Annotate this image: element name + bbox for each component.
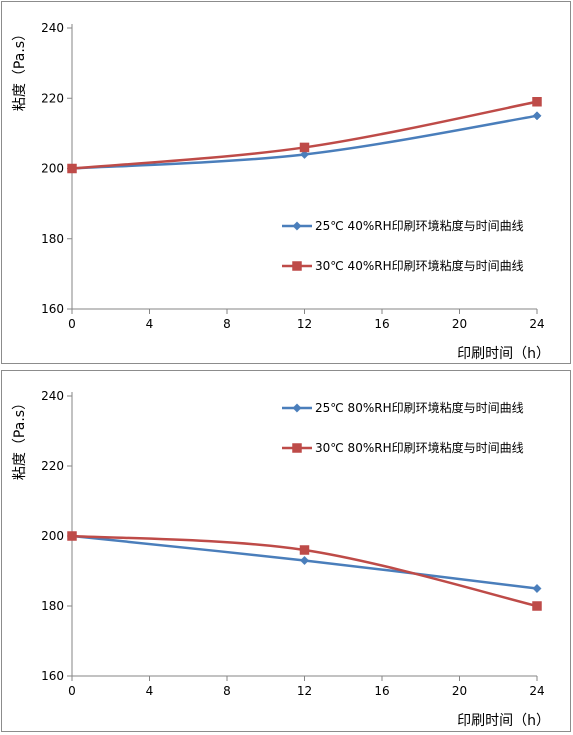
top-chart-x-tick-label: 0 (68, 317, 76, 331)
top-chart-x-tick-label: 24 (529, 317, 544, 331)
top-chart-y-tick-label: 180 (41, 232, 64, 246)
chart-bottom-svg: 160 180 200 220 240 0 4 8 12 16 20 24 印刷时间（h） 粘度（Pa.s… (12, 389, 550, 729)
top-chart-series-2-point (532, 97, 542, 107)
bottom-chart-y-tick-label: 240 (41, 389, 64, 403)
top-chart-y-tick-label: 220 (41, 91, 64, 105)
top-chart-x-tick-label: 8 (223, 317, 231, 331)
bottom-chart-y-axis-title: 粘度（Pa.s） (12, 396, 28, 480)
top-chart-y-tick-label: 200 (41, 162, 64, 176)
bottom-chart-series-1-point (532, 583, 542, 594)
top-chart-x-axis-title: 印刷时间（h） (457, 346, 550, 362)
chart-panel-bottom: 160 180 200 220 240 0 4 8 12 16 20 24 印刷时间（h） 粘度（Pa.s… (1, 370, 571, 732)
top-chart-series-1-point (299, 149, 310, 160)
top-chart-y-axis-title: 粘度（Pa.s） (12, 27, 28, 111)
bottom-chart-x-tick-label: 4 (146, 684, 154, 698)
bottom-chart-series-1-point (299, 555, 310, 566)
top-chart-legend-2-label: 30℃ 40%RH印刷环境粘度与时间曲线 (315, 258, 524, 273)
top-chart-series-2-point (299, 142, 310, 153)
top-chart-x-tick-label: 12 (297, 317, 312, 331)
bottom-chart-legend-1-label: 25℃ 80%RH印刷环境粘度与时间曲线 (315, 400, 524, 415)
bottom-chart-y-tick-label: 160 (41, 669, 64, 683)
bottom-chart-legend-1-swatch-marker (292, 403, 302, 413)
top-chart-series-2-point (67, 163, 77, 174)
top-chart-x-tick-label: 16 (374, 317, 389, 331)
bottom-chart-x-tick-label: 12 (297, 684, 312, 698)
bottom-chart-series-2-point (67, 531, 77, 541)
bottom-chart-x-tick-label: 0 (68, 684, 76, 698)
bottom-chart-x-tick-label: 24 (529, 684, 544, 698)
top-chart-legend-2-swatch-marker (292, 261, 302, 271)
bottom-chart-x-tick-label: 8 (223, 684, 231, 698)
bottom-chart-legend-2-label: 30℃ 80%RH印刷环境粘度与时间曲线 (315, 440, 524, 455)
top-chart-x-tick-label: 4 (146, 317, 154, 331)
bottom-chart-x-axis-title: 印刷时间（h） (457, 713, 550, 729)
bottom-chart-y-tick-label: 220 (41, 459, 64, 473)
top-chart-legend-1-label: 25℃ 40%RH印刷环境粘度与时间曲线 (315, 218, 524, 233)
top-chart-legend-1-swatch-marker (292, 221, 302, 231)
top-chart-series-1-point (532, 111, 542, 121)
top-chart-x-tick-label: 20 (452, 317, 467, 331)
bottom-chart-x-tick-label: 16 (374, 684, 389, 698)
bottom-chart-y-tick-label: 200 (41, 529, 64, 543)
top-chart-series-1-line (71, 114, 538, 170)
chart-panel-top: 160 180 200 220 240 0 4 8 12 16 20 24 印刷时间（h） 粘度（Pa.s… (1, 1, 571, 364)
bottom-chart-y-tick-label: 180 (41, 599, 64, 613)
chart-top-svg: 160 180 200 220 240 0 4 8 12 16 20 24 印刷时间（h） 粘度（Pa.s… (12, 21, 550, 362)
top-chart-y-tick-label: 240 (41, 21, 64, 35)
bottom-chart-x-tick-label: 20 (452, 684, 467, 698)
top-chart-y-tick-label: 160 (41, 302, 64, 316)
bottom-chart-series-2-point (299, 545, 310, 555)
bottom-chart-series-2-point (532, 601, 542, 611)
bottom-chart-legend-2-swatch-marker (292, 443, 302, 453)
